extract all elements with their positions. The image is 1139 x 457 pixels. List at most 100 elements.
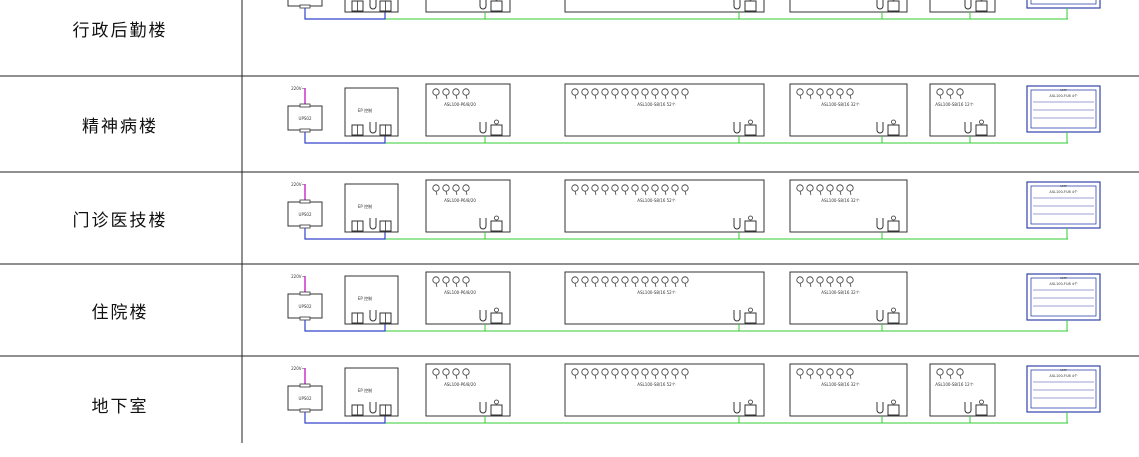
module-label: ASL100-S8/16 32个 — [821, 290, 859, 295]
socket-icon — [975, 124, 988, 136]
plug-icon — [369, 122, 377, 134]
module-label: ASL100-S8/16 52个 — [637, 382, 675, 387]
plug-icon — [369, 0, 377, 10]
building-name: 地下室 — [91, 396, 149, 417]
socket-icon — [887, 220, 900, 232]
socket-icon — [744, 312, 757, 324]
link-line — [304, 228, 386, 240]
plug-icon — [733, 122, 741, 134]
ups-handle — [299, 4, 311, 9]
socket-icon — [887, 124, 900, 136]
controller-label: EP 控制 — [358, 203, 372, 209]
module-label: ASL100-S8/16 12个 — [935, 382, 973, 387]
terminal-label: ASL100-FU8 4个 — [1049, 281, 1078, 286]
terminal-head: UMP — [1060, 88, 1067, 92]
module-label: ASL100-S8/16 52个 — [637, 290, 675, 295]
plug-icon — [964, 122, 972, 134]
plug-icon — [733, 0, 741, 10]
ups-handle — [299, 128, 311, 133]
socket-icon — [975, 0, 988, 12]
power-label: 220V~ — [291, 366, 305, 371]
power-label: 220V~ — [291, 182, 305, 187]
socket-icon — [975, 404, 988, 416]
terminal-label: ASL100-FU8 4个 — [1049, 93, 1078, 98]
socket-icon — [744, 0, 757, 12]
terminal-inner — [1030, 185, 1097, 225]
plug-icon — [479, 402, 487, 414]
controller-label: EP 控制 — [358, 387, 372, 393]
building-name: 精神病楼 — [82, 117, 158, 137]
module-label: ASL100-S8/16 52个 — [637, 102, 675, 107]
module-label: ASL100-S8/16 12个 — [935, 102, 973, 107]
controller-label: EP 控制 — [358, 107, 372, 113]
building-row-5: 220V~ UPS02 EP 控制 ASL100-P6/8/20 ASL100-S8/1… — [287, 363, 1101, 424]
link-line — [304, 320, 386, 332]
socket-icon — [490, 404, 503, 416]
socket-icon — [490, 220, 503, 232]
ups-handle — [299, 224, 311, 229]
terminal-inner — [1030, 369, 1097, 409]
building-row-4: 220V~ UPS02 EP 控制 ASL100-P6/8/20 ASL100-S8/1… — [287, 271, 1101, 332]
terminal-inner — [1030, 89, 1097, 129]
ups-handle — [299, 199, 311, 204]
plug-icon — [876, 218, 884, 230]
module-label: ASL100-S8/16 32个 — [821, 198, 859, 203]
terminal-inner — [1030, 0, 1097, 5]
socket-icon — [490, 312, 503, 324]
plug-icon — [479, 218, 487, 230]
socket-icon — [744, 404, 757, 416]
socket-icon — [887, 404, 900, 416]
terminal-head: UMP — [1060, 368, 1067, 372]
ups-label: UPS02 — [299, 212, 312, 217]
link-line — [304, 8, 386, 20]
socket-icon — [744, 124, 757, 136]
terminal-head: UMP — [1060, 276, 1067, 280]
plug-icon — [733, 310, 741, 322]
ups-handle — [299, 383, 311, 388]
ups-handle — [299, 291, 311, 296]
module-label: ASL100-S8/16 52个 — [637, 198, 675, 203]
ups-box — [287, 105, 323, 131]
socket-icon — [490, 0, 503, 12]
ups-handle — [299, 408, 311, 413]
terminal-label: ASL100-FU8 4个 — [1049, 373, 1078, 378]
plug-icon — [876, 402, 884, 414]
building-row-2: 220V~ UPS02 EP 控制 ASL100-P6/8/20 ASL100-S8/1… — [287, 83, 1101, 144]
ups-label: UPS02 — [299, 304, 312, 309]
terminal-head: UMP — [1060, 184, 1067, 188]
power-label: 220V~ — [291, 86, 305, 91]
controller-label: EP 控制 — [358, 295, 372, 301]
plug-icon — [369, 402, 377, 414]
plug-icon — [733, 218, 741, 230]
power-label: 220V~ — [291, 274, 305, 279]
ups-handle — [299, 103, 311, 108]
plug-icon — [876, 0, 884, 10]
plug-icon — [733, 402, 741, 414]
module-label: ASL100-P6/8/20 — [444, 382, 476, 387]
building-name: 行政后勤楼 — [72, 21, 168, 41]
panel-module — [564, 0, 765, 13]
plug-icon — [369, 310, 377, 322]
building-name: 门诊医技楼 — [72, 211, 168, 231]
plug-icon — [479, 0, 487, 10]
building-name: 住院楼 — [91, 303, 149, 323]
module-label: ASL100-P6/8/20 — [444, 102, 476, 107]
plug-icon — [876, 122, 884, 134]
link-line — [304, 132, 386, 144]
building-row-3: 220V~ UPS02 EP 控制 ASL100-P6/8/20 ASL100-S8/1… — [287, 179, 1101, 240]
module-label: ASL100-P6/8/20 — [444, 198, 476, 203]
panel-module — [789, 0, 908, 13]
plug-icon — [369, 218, 377, 230]
module-label: ASL100-P6/8/20 — [444, 290, 476, 295]
plug-icon — [964, 0, 972, 10]
socket-icon — [887, 312, 900, 324]
module-label: ASL100-S8/16 32个 — [821, 102, 859, 107]
panel-module — [425, 0, 511, 13]
plug-icon — [964, 402, 972, 414]
plug-icon — [479, 122, 487, 134]
terminal-inner — [1030, 277, 1097, 317]
ups-label: UPS02 — [299, 396, 312, 401]
